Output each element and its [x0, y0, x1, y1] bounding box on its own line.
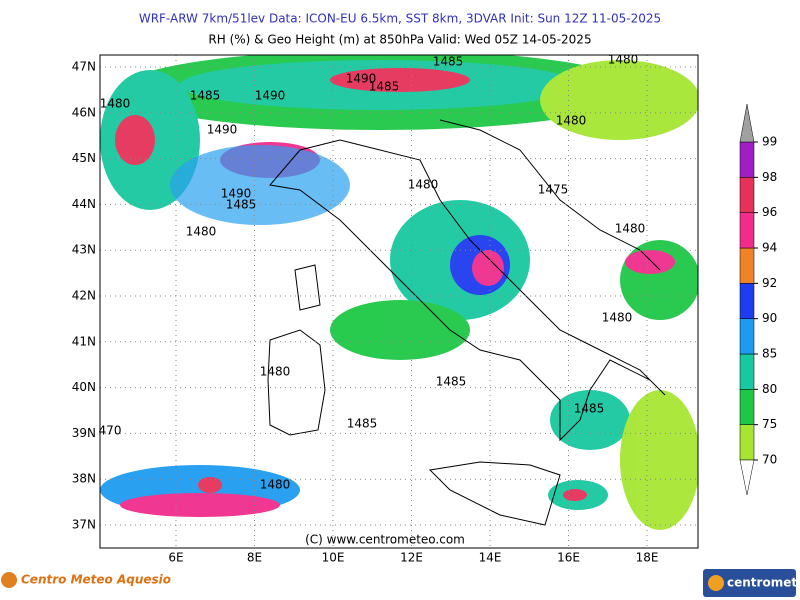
contour-label: 1480 [100, 97, 131, 111]
rh-field [100, 55, 698, 530]
logo-right-text: centrometeo [727, 576, 800, 590]
lon-label: 14E [479, 551, 502, 565]
contour-label: 1490 [346, 72, 377, 86]
contour-label: 1480 [408, 178, 439, 192]
colorbar-label: 75 [762, 417, 777, 431]
contour-label: 1490 [255, 89, 286, 103]
colorbar-segment [739, 247, 755, 284]
lon-label: 12E [400, 551, 423, 565]
contour-label: 1490 [221, 187, 252, 201]
lat-label: 41N [72, 334, 96, 348]
contour-label: 1485 [369, 80, 400, 94]
colorbar: 70 75 80 85 90 92 94 96 98 99 [739, 103, 777, 496]
colorbar-label: 99 [762, 135, 777, 149]
map-area [100, 55, 698, 548]
logo-right-box [703, 569, 796, 597]
contour-label: 1485 [190, 89, 221, 103]
contour-label: 1475 [538, 183, 569, 197]
contour-label: 1480 [186, 225, 217, 239]
contour-label: 1480 [556, 114, 587, 128]
lon-label: 10E [322, 551, 345, 565]
lat-label: 45N [72, 151, 96, 165]
colorbar-segment [739, 318, 755, 355]
lon-label: 8E [247, 551, 262, 565]
colorbar-under [739, 459, 755, 496]
contour-label: 1485 [433, 55, 464, 69]
colorbar-label: 85 [762, 347, 777, 361]
colorbar-segment [739, 353, 755, 390]
contour-label: 1490 [207, 123, 238, 137]
colorbar-segment [739, 212, 755, 249]
credit: (C) www.centrometeo.com [305, 533, 465, 547]
lat-label: 38N [72, 472, 96, 486]
lat-label: 39N [72, 426, 96, 440]
colorbar-label: 96 [762, 205, 777, 219]
contour-label: 1480 [260, 365, 291, 379]
contour-label: 470 [99, 424, 122, 438]
title-line1: WRF-ARW 7km/51lev Data: ICON-EU 6.5km, S… [139, 12, 661, 26]
lat-label: 42N [72, 289, 96, 303]
colorbar-over [739, 103, 755, 143]
lat-label: 47N [72, 60, 96, 74]
contour-label: 1485 [574, 402, 605, 416]
logo-right: centrometeo [703, 569, 800, 597]
lat-label: 44N [72, 197, 96, 211]
colorbar-segment [739, 283, 755, 319]
colorbar-segment [739, 389, 755, 425]
contour-label: 1485 [226, 198, 257, 212]
colorbar-label: 80 [762, 382, 777, 396]
lon-label: 16E [557, 551, 580, 565]
logo-left-text: Centro Meteo Aquesio [21, 573, 171, 587]
lat-label: 43N [72, 243, 96, 257]
contour-label: 1480 [615, 222, 646, 236]
map-frame [99, 54, 699, 549]
contour-label: 1485 [347, 417, 378, 431]
title-line2: RH (%) & Geo Height (m) at 850hPa Valid:… [208, 33, 591, 47]
contour-label: 1485 [436, 375, 467, 389]
contour-label: 1480 [602, 311, 633, 325]
colorbar-label: 70 [762, 453, 777, 467]
logo-left: Centro Meteo Aquesio [1, 572, 171, 588]
lon-label: 6E [168, 551, 183, 565]
colorbar-segment [739, 141, 755, 178]
contour-label: 1480 [260, 478, 291, 492]
lon-label: 18E [636, 551, 659, 565]
colorbar-segment [739, 177, 755, 213]
colorbar-label: 94 [762, 241, 777, 255]
lat-label: 40N [72, 380, 96, 394]
colorbar-label: 90 [762, 311, 777, 325]
contour-label: 1480 [608, 53, 639, 67]
logo-left-icon [1, 572, 17, 588]
lat-label: 37N [72, 518, 96, 532]
colorbar-segment [739, 424, 755, 461]
colorbar-label: 98 [762, 170, 777, 184]
logo-right-icon [708, 575, 724, 591]
lat-label: 46N [72, 105, 96, 119]
colorbar-label: 92 [762, 276, 777, 290]
